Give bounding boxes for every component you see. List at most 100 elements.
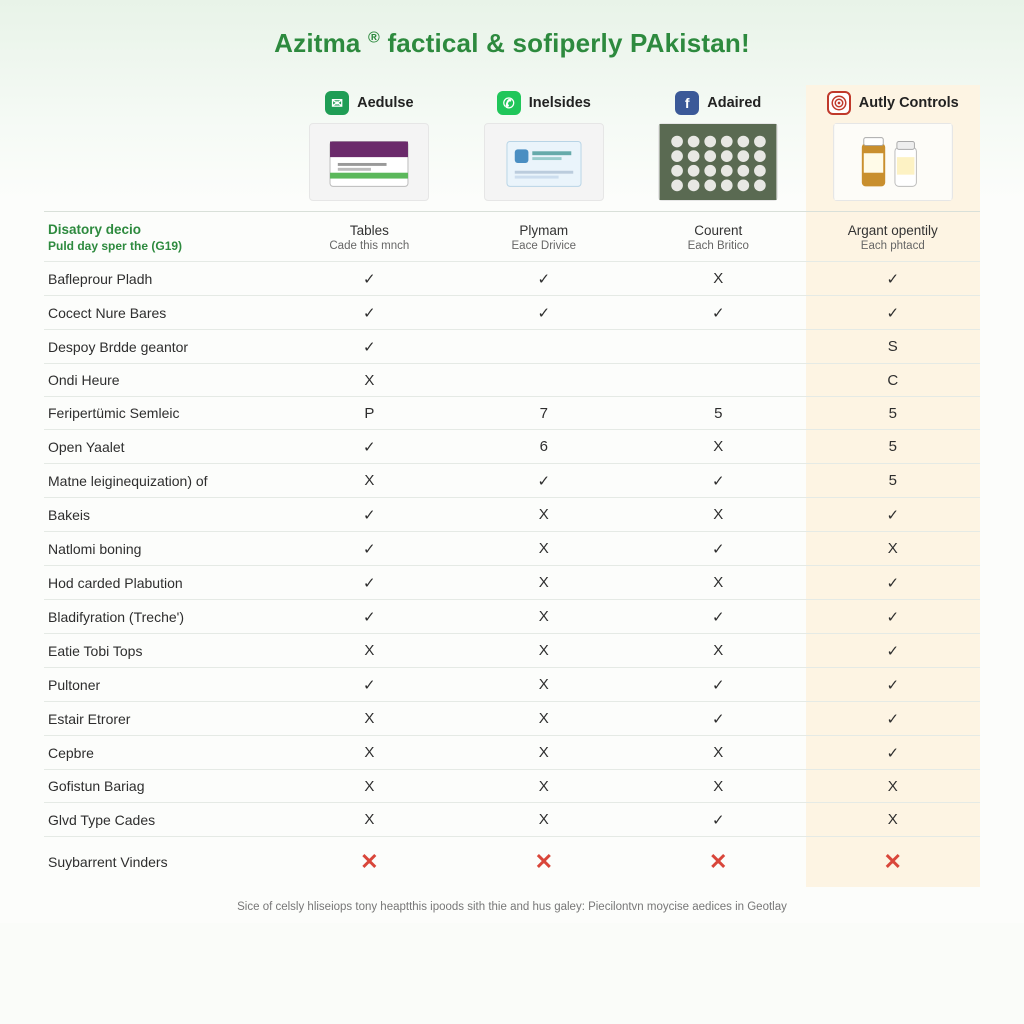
cell: P <box>282 397 456 430</box>
cell: X <box>631 498 805 532</box>
cell: ✓ <box>282 296 456 330</box>
cell: X <box>282 736 456 770</box>
cell: ✓ <box>631 803 805 837</box>
table-body: Bafleprour Pladh✓✓X✓Cocect Nure Bares✓✓✓… <box>44 262 980 888</box>
cell: ✓ <box>457 464 631 498</box>
brand-label-2: Adaired <box>707 95 761 111</box>
row-label: Eatie Tobi Tops <box>44 634 282 668</box>
row-label: Bakeis <box>44 498 282 532</box>
cell: X <box>631 262 805 296</box>
cell: 7 <box>457 397 631 430</box>
cell <box>631 330 805 364</box>
table-row: Suybarrent Vinders✕✕✕✕ <box>44 837 980 888</box>
brand-header-2: fAdaired <box>631 85 805 212</box>
brand-icon-0: ✉ <box>325 91 349 115</box>
footer-note: Sice of celsly hliseiops tony heaptthis … <box>44 901 980 913</box>
cell: ✓ <box>631 702 805 736</box>
brand-header-3: Autly Controls <box>806 85 981 212</box>
cell: X <box>806 803 981 837</box>
cell: ✓ <box>806 634 981 668</box>
cell: ✓ <box>282 430 456 464</box>
row-label: Pultoner <box>44 668 282 702</box>
product-image-3 <box>833 123 953 201</box>
cell: ✓ <box>806 262 981 296</box>
title-registered-mark: ® <box>368 29 380 46</box>
row-label: Bladifyration (Treche') <box>44 600 282 634</box>
col-subhead-line1-2: Courent <box>694 223 742 238</box>
col-subhead-line1-3: Argant opentily <box>848 223 938 238</box>
cell: ✓ <box>282 668 456 702</box>
cell: C <box>806 364 981 397</box>
cell: X <box>457 803 631 837</box>
cell: X <box>631 736 805 770</box>
cell: X <box>457 736 631 770</box>
row-label: Cocect Nure Bares <box>44 296 282 330</box>
cell: X <box>282 634 456 668</box>
brand-label-1: Inelsides <box>529 95 591 111</box>
cell: ✓ <box>631 464 805 498</box>
cell: ✓ <box>282 498 456 532</box>
cell: ✓ <box>806 566 981 600</box>
cell: ✓ <box>631 600 805 634</box>
product-image-0 <box>309 123 429 201</box>
brand-label-3: Autly Controls <box>859 95 959 111</box>
brand-header-0: ✉ Aedulse <box>282 85 456 212</box>
cell: 5 <box>806 430 981 464</box>
cell: X <box>282 803 456 837</box>
col-subhead-3: Argant opentily Each phtacd <box>806 212 981 262</box>
cell: ✓ <box>631 532 805 566</box>
row-label: Natlomi boning <box>44 532 282 566</box>
row-label: Glvd Type Cades <box>44 803 282 837</box>
cell: X <box>457 634 631 668</box>
table-row: Hod carded Plabution✓XX✓ <box>44 566 980 600</box>
table-row: Ondi HeureXC <box>44 364 980 397</box>
row-label: Estair Etrorer <box>44 702 282 736</box>
cell: X <box>631 770 805 803</box>
cell <box>457 330 631 364</box>
cell: ✓ <box>806 296 981 330</box>
cell: 6 <box>457 430 631 464</box>
table-row: Glvd Type CadesXX✓X <box>44 803 980 837</box>
cell: X <box>631 566 805 600</box>
cell <box>631 364 805 397</box>
table-row: Estair EtrorerXX✓✓ <box>44 702 980 736</box>
row-label: Feripertümic Semleic <box>44 397 282 430</box>
cell: 5 <box>806 397 981 430</box>
comparison-table: ✉Aedulse✆InelsidesfAdairedAutly Controls… <box>44 85 980 887</box>
cross-icon: ✕ <box>884 849 902 874</box>
cell: X <box>631 430 805 464</box>
cell: X <box>457 566 631 600</box>
table-row: Cocect Nure Bares✓✓✓✓ <box>44 296 980 330</box>
row-label: Matne leiginequization) of <box>44 464 282 498</box>
cell: X <box>457 770 631 803</box>
cell: ✓ <box>282 600 456 634</box>
cell: ✓ <box>806 702 981 736</box>
table-row: Bafleprour Pladh✓✓X✓ <box>44 262 980 296</box>
cross-icon: ✕ <box>360 849 378 874</box>
col-subhead-1: PlymamEace Drivice <box>457 212 631 262</box>
col-subhead-line2-3: Each phtacd <box>810 240 977 252</box>
rowhead-subhead-line1: Disatory decio <box>48 222 141 237</box>
row-label: Suybarrent Vinders <box>44 837 282 888</box>
row-label: Gofistun Bariag <box>44 770 282 803</box>
table-row: Bladifyration (Treche')✓X✓✓ <box>44 600 980 634</box>
cell: X <box>282 464 456 498</box>
rowhead-spacer <box>44 85 282 212</box>
brand-label-0: Aedulse <box>357 95 413 111</box>
row-label: Bafleprour Pladh <box>44 262 282 296</box>
cell: ✕ <box>806 837 981 888</box>
col-subhead-line2-2: Each Britico <box>635 240 801 252</box>
cell: 5 <box>631 397 805 430</box>
cell: ✓ <box>806 668 981 702</box>
cell: ✓ <box>806 736 981 770</box>
cell: X <box>282 364 456 397</box>
cell: ✓ <box>457 296 631 330</box>
cell: S <box>806 330 981 364</box>
cell: ✓ <box>806 600 981 634</box>
cell: ✕ <box>457 837 631 888</box>
brand-header-row: ✉Aedulse✆InelsidesfAdairedAutly Controls <box>44 85 980 212</box>
cell: ✓ <box>282 262 456 296</box>
cell: ✓ <box>806 498 981 532</box>
table-row: Bakeis✓XX✓ <box>44 498 980 532</box>
rowhead-subhead: Disatory decio Puld day sper the (G19) <box>44 212 282 262</box>
